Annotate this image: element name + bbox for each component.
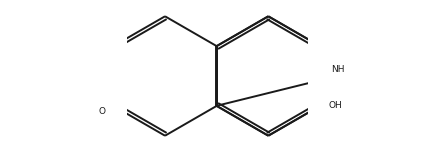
Text: NH: NH [331, 65, 344, 74]
Text: OH: OH [328, 101, 342, 110]
Text: O: O [98, 107, 105, 116]
